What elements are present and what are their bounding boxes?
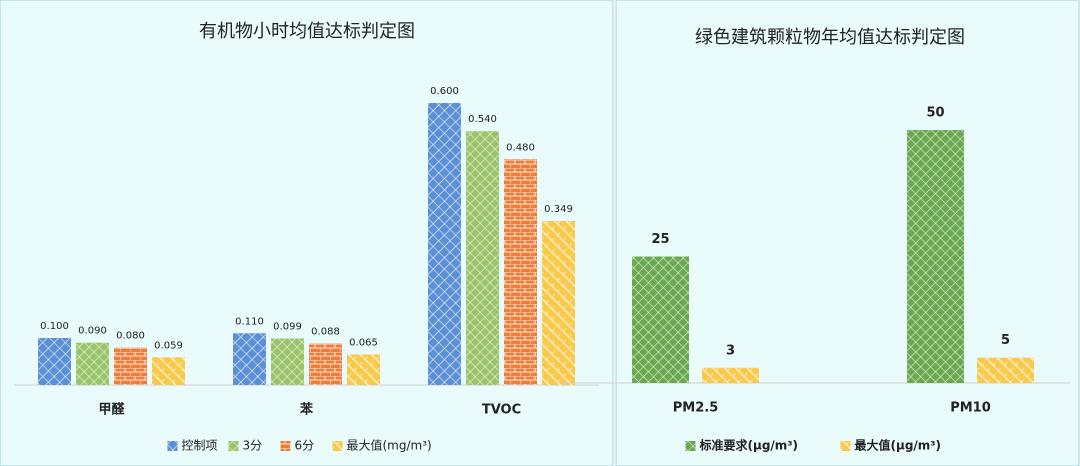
value-label: 0.540 [468,114,497,125]
value-label: 25 [651,232,669,247]
legend-swatch-pattern [685,441,696,451]
bar-pattern [233,333,266,385]
value-label: 0.088 [311,327,340,338]
value-label: 0.090 [78,326,107,337]
bar-pattern [428,103,461,385]
bar-pattern [632,256,689,383]
x-tick-label: 甲醛 [98,402,125,418]
bar-pattern [38,338,71,385]
value-label: 5 [1001,333,1010,348]
bar-pattern [271,338,304,385]
value-label: 3 [726,343,735,358]
value-label: 0.059 [154,340,183,351]
bar-pattern [907,130,964,383]
bar-pattern [542,220,575,385]
x-tick-label: 苯 [299,402,314,418]
legend-label: 最大值(μg/m³) [855,438,942,453]
x-tick-label: TVOC [482,403,521,418]
legend-swatch-pattern [280,441,291,451]
bar-pattern [76,342,109,385]
legend-swatch-pattern [228,441,239,451]
value-label: 0.480 [506,142,535,153]
bar-pattern [504,159,537,385]
bar-pattern [466,131,499,385]
bar-pattern [114,347,147,385]
value-label: 0.065 [349,337,378,348]
bar-pattern [152,357,185,385]
legend-swatch-pattern [840,441,851,451]
chart-title: 有机物小时均值达标判定图 [199,21,415,42]
legend-swatch-pattern [167,441,178,451]
value-label: 0.099 [273,321,302,332]
value-label: 0.349 [544,204,573,215]
value-label: 0.100 [40,321,69,332]
value-label: 0.110 [235,316,264,327]
legend-label: 3分 [243,439,263,453]
x-tick-label: PM10 [950,401,991,416]
chart-title: 绿色建筑颗粒物年均值达标判定图 [695,27,965,48]
legend-swatch-pattern [332,441,343,451]
x-tick-label: PM2.5 [673,401,719,416]
legend-label: 最大值(mg/m³) [347,438,432,453]
right-panel [615,0,1080,466]
bar-pattern [977,357,1034,383]
value-label: 0.080 [116,330,145,341]
legend-label: 控制项 [182,439,218,453]
bar-pattern [309,343,342,385]
legend-label: 6分 [295,439,315,453]
bar-pattern [702,367,759,383]
value-label: 0.600 [430,86,459,97]
bar-pattern [347,354,380,385]
value-label: 50 [926,106,944,121]
legend-label: 标准要求(μg/m³) [699,438,799,453]
